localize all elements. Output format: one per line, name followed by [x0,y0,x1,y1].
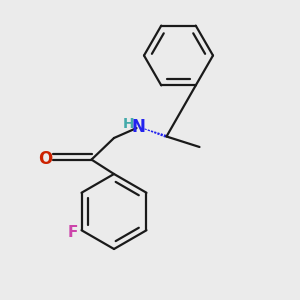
Text: O: O [38,150,52,168]
Text: N: N [132,118,146,136]
Text: F: F [68,225,78,240]
Text: H: H [122,118,134,131]
